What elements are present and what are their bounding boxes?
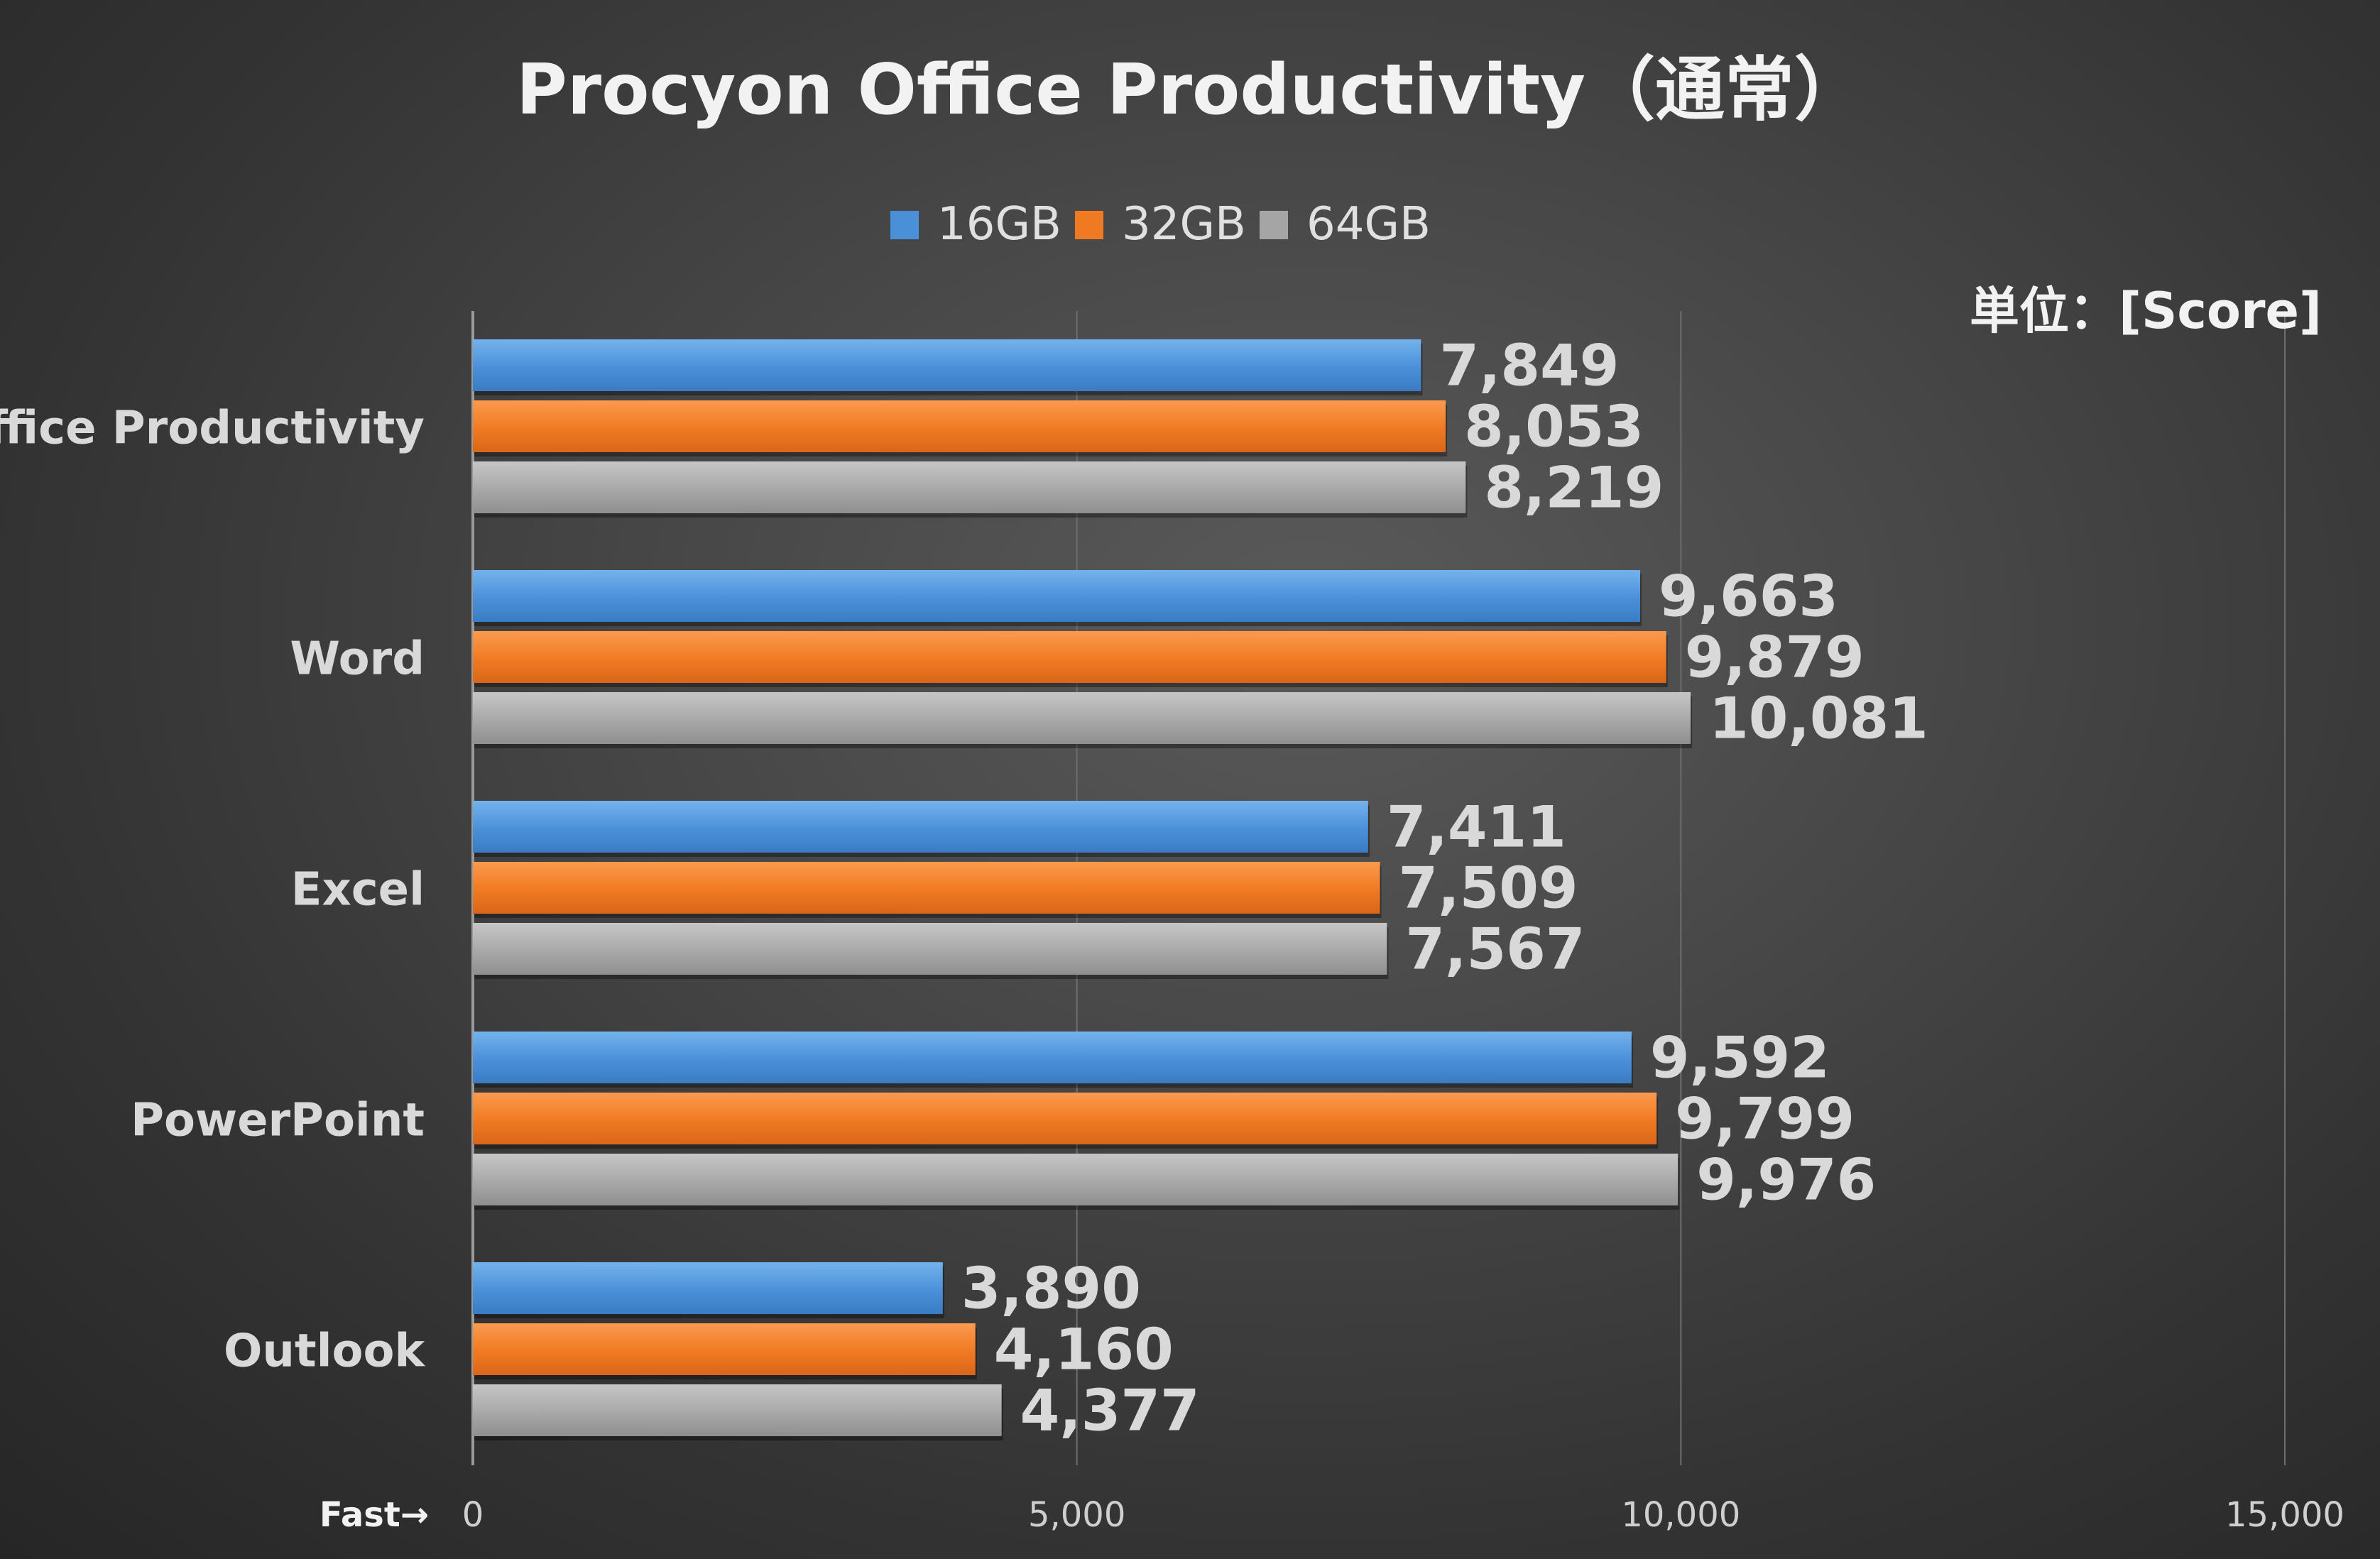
bar-64GB-Word: [473, 692, 1691, 744]
data-label: 8,053: [1464, 394, 1644, 460]
data-label: 9,976: [1696, 1147, 1876, 1213]
data-label: 7,849: [1439, 333, 1619, 399]
bar-16GB-PowerPoint: [473, 1032, 1632, 1083]
data-label: 7,509: [1399, 855, 1578, 921]
bar-16GB-Word: [473, 570, 1640, 622]
bar-64GB-Office Productivity: [473, 461, 1466, 513]
unit-label: 単位：[Score]: [1970, 282, 2322, 340]
data-label: 7,411: [1387, 794, 1566, 860]
x-tick-label: 10,000: [1621, 1495, 1740, 1535]
legend-label-64GB: 64GB: [1306, 198, 1431, 251]
bar-64GB-Excel: [473, 923, 1387, 975]
data-label: 4,377: [1020, 1378, 1200, 1444]
legend-label-32GB: 32GB: [1122, 198, 1246, 251]
bar-32GB-Excel: [473, 862, 1380, 914]
bar-32GB-PowerPoint: [473, 1093, 1657, 1144]
category-label: Word: [290, 633, 425, 686]
x-tick-label: 15,000: [2225, 1495, 2344, 1535]
x-tick-label: 5,000: [1028, 1495, 1125, 1535]
bar-16GB-Outlook: [473, 1262, 943, 1314]
data-label: 7,567: [1405, 917, 1585, 983]
legend-swatch-16GB: [890, 211, 919, 239]
category-label: Office Productivity: [0, 403, 425, 455]
data-label: 3,890: [961, 1256, 1141, 1322]
bar-64GB-PowerPoint: [473, 1154, 1678, 1205]
bars: [473, 339, 1693, 1440]
category-label: Excel: [291, 864, 425, 917]
bar-32GB-Office Productivity: [473, 400, 1446, 452]
labels: Procyon Office Productivity（通常） 16GB 32GB 6…: [0, 50, 2344, 1535]
data-label: 8,219: [1484, 455, 1664, 521]
bar-64GB-Outlook: [473, 1384, 1002, 1436]
bar-16GB-Excel: [473, 801, 1368, 853]
data-label: 9,663: [1659, 564, 1838, 630]
bar-32GB-Outlook: [473, 1323, 976, 1375]
data-label: 9,799: [1675, 1086, 1855, 1152]
data-label: 10,081: [1709, 686, 1928, 752]
legend-swatch-32GB: [1075, 211, 1103, 239]
data-label: 9,879: [1685, 625, 1865, 691]
legend-label-16GB: 16GB: [937, 198, 1061, 251]
category-label: Outlook: [224, 1325, 425, 1378]
bar-16GB-Office Productivity: [473, 339, 1421, 391]
data-label: 4,160: [994, 1317, 1174, 1383]
axis-note: Fast→: [320, 1495, 429, 1535]
category-label: PowerPoint: [131, 1095, 425, 1147]
chart-title: Procyon Office Productivity（通常）: [516, 50, 1864, 131]
data-label: 9,592: [1650, 1025, 1830, 1091]
x-tick-label: 0: [462, 1495, 484, 1535]
legend-swatch-64GB: [1260, 211, 1288, 239]
bar-32GB-Word: [473, 631, 1666, 683]
